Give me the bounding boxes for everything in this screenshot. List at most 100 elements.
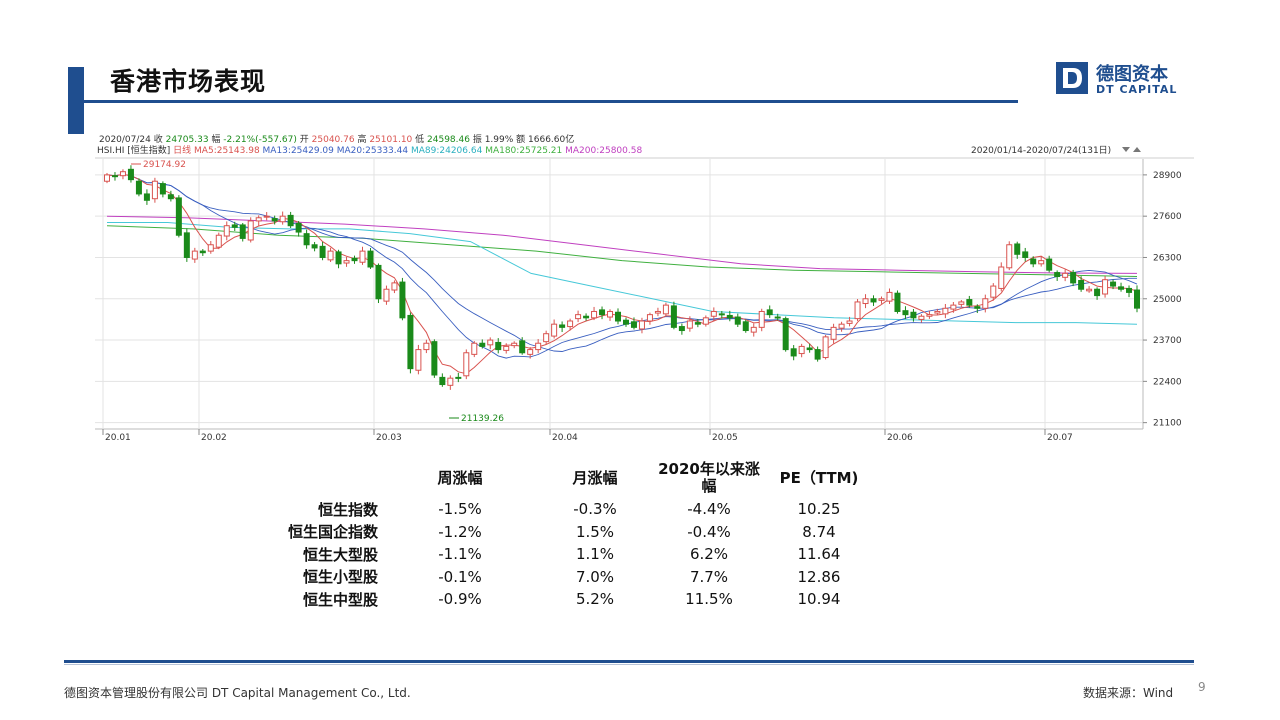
candle-body bbox=[1062, 272, 1069, 278]
cell-ytd: 7.7% bbox=[689, 567, 729, 586]
candle bbox=[710, 307, 717, 321]
candle-body bbox=[870, 298, 877, 303]
candle bbox=[407, 312, 414, 374]
cell-month: 7.0% bbox=[575, 567, 615, 586]
candle-body bbox=[862, 298, 869, 305]
candle bbox=[1110, 279, 1117, 290]
candle bbox=[982, 294, 989, 313]
candle-body bbox=[511, 342, 518, 347]
extreme-labels: 29174.92 21139.26 bbox=[131, 160, 504, 424]
candle bbox=[774, 313, 781, 321]
x-tick-label: 20.04 bbox=[552, 433, 578, 443]
candle bbox=[1078, 276, 1085, 292]
candle bbox=[367, 247, 374, 270]
hsi-kline-chart: 2020/07/24 收 24705.33 幅 -2.21%(-557.67) … bbox=[95, 131, 1194, 445]
candle bbox=[646, 312, 653, 325]
candle bbox=[814, 346, 821, 362]
candle bbox=[479, 339, 486, 349]
candle bbox=[295, 221, 302, 237]
candle bbox=[463, 349, 470, 380]
candle bbox=[1038, 256, 1045, 267]
candle bbox=[495, 338, 502, 354]
cell-month: 1.1% bbox=[575, 545, 615, 564]
candle-body bbox=[1126, 287, 1133, 293]
ma-legend-item: MA200:25800.58 bbox=[565, 146, 642, 156]
candle bbox=[1022, 247, 1029, 262]
candle-body bbox=[926, 314, 933, 317]
candle-body bbox=[543, 333, 550, 343]
candle bbox=[471, 341, 478, 358]
ma-legend-item: [恒生指数] bbox=[127, 144, 173, 156]
cell-month: 1.5% bbox=[575, 522, 615, 541]
candle-body bbox=[591, 310, 598, 319]
candle bbox=[1126, 285, 1133, 298]
info-value: 高 bbox=[355, 133, 370, 145]
candle bbox=[287, 211, 294, 229]
chart-info-line-1: 2020/07/24 收 24705.33 幅 -2.21%(-557.67) … bbox=[99, 133, 574, 145]
logo-text-cn: 德图资本 bbox=[1096, 64, 1168, 85]
candle-body bbox=[255, 217, 262, 222]
candle bbox=[391, 280, 398, 294]
footer-rule-thin bbox=[64, 664, 1194, 665]
info-value: 低 bbox=[412, 133, 427, 145]
col-ytd-change: 2020年以来涨幅 bbox=[654, 458, 764, 498]
candle-body bbox=[463, 352, 470, 377]
candle bbox=[1118, 282, 1125, 292]
candle-body bbox=[694, 322, 701, 325]
candle-body bbox=[670, 305, 677, 328]
candle-body bbox=[878, 298, 885, 301]
candle-body bbox=[854, 301, 861, 320]
candle bbox=[535, 339, 542, 354]
cell-ytd: -4.4% bbox=[687, 500, 731, 519]
candle-body bbox=[702, 317, 709, 325]
candle-body bbox=[287, 214, 294, 227]
x-tick-label: 20.01 bbox=[105, 433, 131, 443]
candle bbox=[423, 339, 430, 354]
info-value: 24705.33 bbox=[166, 135, 209, 145]
candle-body bbox=[375, 264, 382, 300]
candle bbox=[950, 302, 957, 313]
table-row: 恒生大型股 -1.1% 1.1% 6.2% 11.64 bbox=[280, 543, 874, 566]
row-name: 恒生指数 bbox=[317, 500, 378, 519]
moving-average-lines bbox=[106, 173, 1138, 375]
candle-body bbox=[103, 174, 110, 182]
y-tick-label: 26300 bbox=[1153, 253, 1182, 263]
candle-body bbox=[487, 339, 494, 346]
candle-body bbox=[415, 349, 422, 371]
candle bbox=[1062, 269, 1069, 282]
candle-body bbox=[167, 194, 174, 200]
candle-body bbox=[1078, 280, 1085, 290]
candle-body bbox=[551, 323, 558, 337]
x-tick-label: 20.06 bbox=[887, 433, 913, 443]
cell-ytd: 11.5% bbox=[685, 590, 733, 609]
candle bbox=[782, 316, 789, 352]
table-row: 恒生指数 -1.5% -0.3% -4.4% 10.25 bbox=[280, 498, 874, 521]
candle bbox=[934, 308, 941, 316]
candle bbox=[439, 373, 446, 387]
candle-body bbox=[247, 220, 254, 241]
candle-body bbox=[311, 244, 318, 249]
candle-body bbox=[654, 310, 661, 314]
candle bbox=[798, 343, 805, 358]
candle-body bbox=[1014, 243, 1021, 255]
candle-body bbox=[615, 311, 622, 322]
candle bbox=[399, 277, 406, 321]
candle bbox=[383, 285, 390, 305]
page-number: 9 bbox=[1198, 680, 1206, 694]
candle bbox=[567, 318, 574, 331]
candle bbox=[215, 232, 222, 250]
candle-body bbox=[622, 319, 629, 325]
candle bbox=[670, 301, 677, 330]
candle bbox=[766, 305, 773, 318]
candle-body bbox=[279, 215, 286, 223]
info-value: 2020/07/24 bbox=[99, 135, 151, 145]
candle-body bbox=[726, 314, 733, 319]
candle-body bbox=[830, 326, 837, 340]
candle bbox=[103, 172, 110, 184]
candle-body bbox=[758, 310, 765, 328]
candle bbox=[1046, 255, 1053, 273]
ma20-line bbox=[106, 173, 1137, 352]
range-dropdown-icon[interactable] bbox=[1122, 147, 1141, 152]
candle-body bbox=[1038, 260, 1045, 265]
candle-body bbox=[894, 292, 901, 312]
